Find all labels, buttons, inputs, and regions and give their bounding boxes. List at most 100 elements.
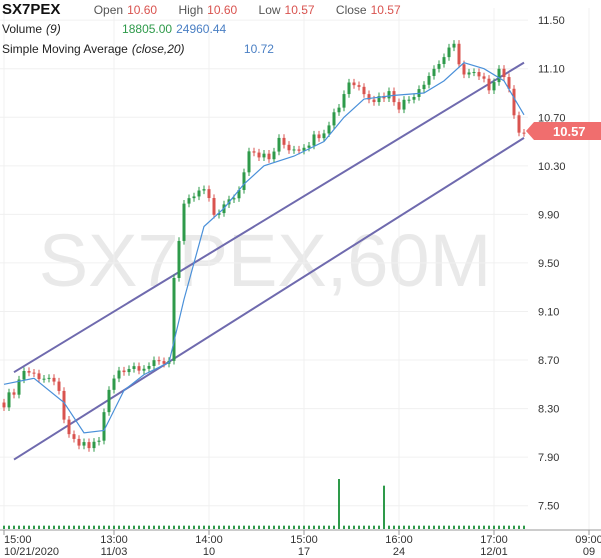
candle bbox=[267, 150, 271, 163]
candle-body bbox=[37, 373, 41, 380]
candle-body bbox=[117, 370, 121, 379]
x-tick-label: 16:00 bbox=[385, 534, 413, 546]
candle bbox=[347, 78, 351, 98]
candle bbox=[437, 60, 441, 73]
legend-volume: Volume (9) 18805.00 24960.44 bbox=[2, 22, 230, 36]
low-label: Low bbox=[258, 3, 281, 17]
candle bbox=[422, 81, 426, 93]
y-tick-label: 11.50 bbox=[538, 15, 565, 27]
open-value: 10.60 bbox=[127, 3, 158, 17]
candle-body bbox=[157, 360, 161, 362]
volume-bar bbox=[8, 525, 10, 529]
candle-body bbox=[402, 99, 406, 110]
candle-body bbox=[27, 370, 31, 373]
candle-body bbox=[282, 137, 286, 145]
candle-body bbox=[47, 377, 51, 379]
candle bbox=[352, 78, 356, 89]
volume-bar bbox=[438, 525, 440, 529]
candle bbox=[72, 430, 76, 443]
candle-body bbox=[517, 115, 521, 133]
candle-body bbox=[7, 392, 11, 408]
candle-body bbox=[267, 153, 271, 160]
volume-bar bbox=[293, 525, 295, 529]
candle bbox=[192, 192, 196, 202]
y-tick-label: 10.70 bbox=[538, 112, 566, 124]
candle bbox=[152, 356, 156, 370]
candle-body bbox=[492, 82, 496, 91]
candle bbox=[472, 68, 476, 77]
volume-bar bbox=[393, 525, 395, 529]
candle bbox=[57, 377, 61, 395]
legend-sma: Simple Moving Average (close,20) 10.72 bbox=[2, 42, 278, 56]
candle-body bbox=[387, 91, 391, 99]
candle-body bbox=[392, 91, 396, 103]
x-tick-label: 15:00 bbox=[290, 534, 318, 546]
candle-body bbox=[477, 72, 481, 77]
volume-bar bbox=[308, 525, 310, 529]
volume-param: (9) bbox=[46, 22, 61, 36]
candle-body bbox=[207, 189, 211, 199]
candle-body bbox=[272, 151, 276, 160]
candle-body bbox=[212, 198, 216, 215]
candle-body bbox=[162, 361, 166, 364]
candle bbox=[262, 150, 266, 162]
candle bbox=[477, 68, 481, 81]
volume-bar bbox=[98, 525, 100, 529]
y-tick-label: 11.10 bbox=[538, 64, 565, 76]
volume-bar bbox=[458, 525, 460, 529]
candle bbox=[132, 362, 136, 373]
candle-body bbox=[342, 94, 346, 108]
candle bbox=[247, 147, 251, 176]
y-tick-label: 7.50 bbox=[538, 501, 559, 513]
candle-body bbox=[82, 442, 86, 446]
volume-bar bbox=[18, 525, 20, 529]
volume-bar bbox=[133, 525, 135, 529]
volume-bar bbox=[28, 525, 30, 529]
volume-bar bbox=[383, 485, 385, 529]
volume-bar bbox=[413, 525, 415, 529]
volume-bar bbox=[333, 525, 335, 529]
candle bbox=[97, 437, 101, 446]
candle-body bbox=[202, 189, 206, 191]
candle-body bbox=[312, 134, 316, 146]
volume-bar bbox=[298, 525, 300, 529]
y-tick-label: 9.90 bbox=[538, 209, 559, 221]
x-tick-label: 14:00 bbox=[195, 534, 223, 546]
candle-body bbox=[102, 412, 106, 441]
candle-body bbox=[457, 43, 461, 65]
candle bbox=[87, 438, 91, 452]
sma-path bbox=[3, 61, 525, 434]
candle-body bbox=[352, 82, 356, 86]
close-label: Close bbox=[335, 3, 367, 17]
candle-body bbox=[487, 78, 491, 91]
candle bbox=[337, 103, 341, 116]
candle-body bbox=[437, 64, 441, 69]
candle bbox=[447, 43, 451, 61]
candle bbox=[462, 60, 466, 79]
low-value: 10.57 bbox=[284, 3, 315, 17]
volume-bar bbox=[498, 525, 500, 529]
x-tick-label: 09:00 bbox=[575, 534, 601, 546]
candle-body bbox=[337, 107, 341, 113]
y-tick-label: 8.30 bbox=[538, 404, 559, 416]
volume-bar bbox=[518, 525, 520, 529]
candle bbox=[487, 75, 491, 94]
volume-bar bbox=[343, 525, 345, 529]
candle bbox=[117, 366, 121, 383]
candle bbox=[327, 121, 331, 138]
candle bbox=[242, 168, 246, 194]
volume-bar bbox=[313, 525, 315, 529]
upper-channel bbox=[13, 61, 525, 374]
candle bbox=[7, 388, 11, 412]
candle-body bbox=[522, 132, 526, 134]
volume-value: 18805.00 bbox=[122, 22, 173, 36]
candle-body bbox=[287, 144, 291, 151]
volume-bar bbox=[258, 525, 260, 529]
candle-body bbox=[277, 137, 281, 152]
candle bbox=[457, 40, 461, 68]
volume-bar bbox=[48, 525, 50, 529]
candle bbox=[27, 367, 31, 377]
candle-body bbox=[132, 366, 136, 369]
candle bbox=[427, 72, 431, 89]
